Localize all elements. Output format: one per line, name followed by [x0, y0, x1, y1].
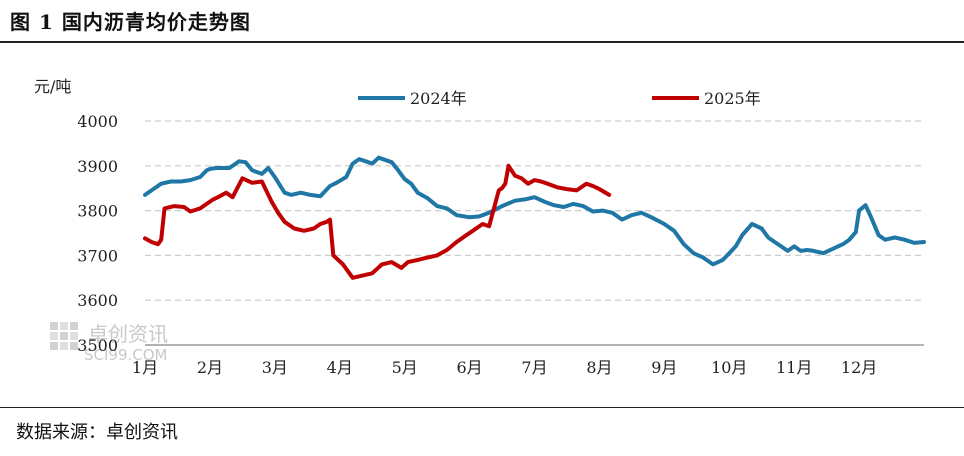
x-tick-label: 4月: [327, 358, 353, 377]
watermark-mosaic-icon: [50, 322, 78, 350]
legend: 2024年 2025年: [358, 89, 761, 108]
watermark-subtext: SCI99.COM: [84, 346, 168, 364]
x-tick-label: 1月: [132, 358, 158, 377]
series-line-2024: [143, 155, 926, 267]
gridlines: [145, 120, 924, 346]
series-line-2025: [143, 163, 612, 280]
y-tick-label: 3800: [77, 202, 118, 221]
watermark-text: 卓创资讯: [88, 322, 168, 346]
x-tick-label: 11月: [776, 358, 812, 377]
series-lines: [143, 155, 926, 280]
legend-label: 2025年: [704, 89, 761, 108]
y-tick-label: 3900: [77, 157, 118, 176]
legend-label: 2024年: [410, 89, 467, 108]
x-tick-label: 2月: [197, 358, 223, 377]
x-tick-label: 8月: [586, 358, 612, 377]
x-tick-label: 5月: [392, 358, 418, 377]
y-tick-label: 3600: [77, 291, 118, 310]
y-axis-ticks: 3500 3600 3700 3800 3900 4000: [77, 112, 118, 355]
y-tick-label: 3700: [77, 246, 118, 265]
source-note: 数据来源：卓创资讯: [16, 422, 178, 443]
y-tick-label: 3500: [77, 336, 118, 355]
x-axis-ticks: 1月 2月 3月 4月 5月 6月 7月 8月 9月 10月 11月 12月: [132, 358, 877, 377]
x-tick-label: 10月: [711, 358, 747, 377]
figure-title: 图 1 国内沥青均价走势图: [10, 10, 251, 34]
x-tick-label: 6月: [456, 358, 482, 377]
y-axis-label: 元/吨: [34, 77, 71, 96]
x-tick-label: 9月: [651, 358, 677, 377]
title-rule: [0, 41, 964, 43]
x-tick-label: 3月: [262, 358, 288, 377]
x-tick-label: 7月: [521, 358, 547, 377]
source-rule: [0, 407, 964, 408]
watermark-logo: 卓创资讯 SCI99.COM: [50, 322, 168, 364]
y-tick-label: 4000: [77, 112, 118, 131]
x-tick-label: 12月: [841, 358, 877, 377]
